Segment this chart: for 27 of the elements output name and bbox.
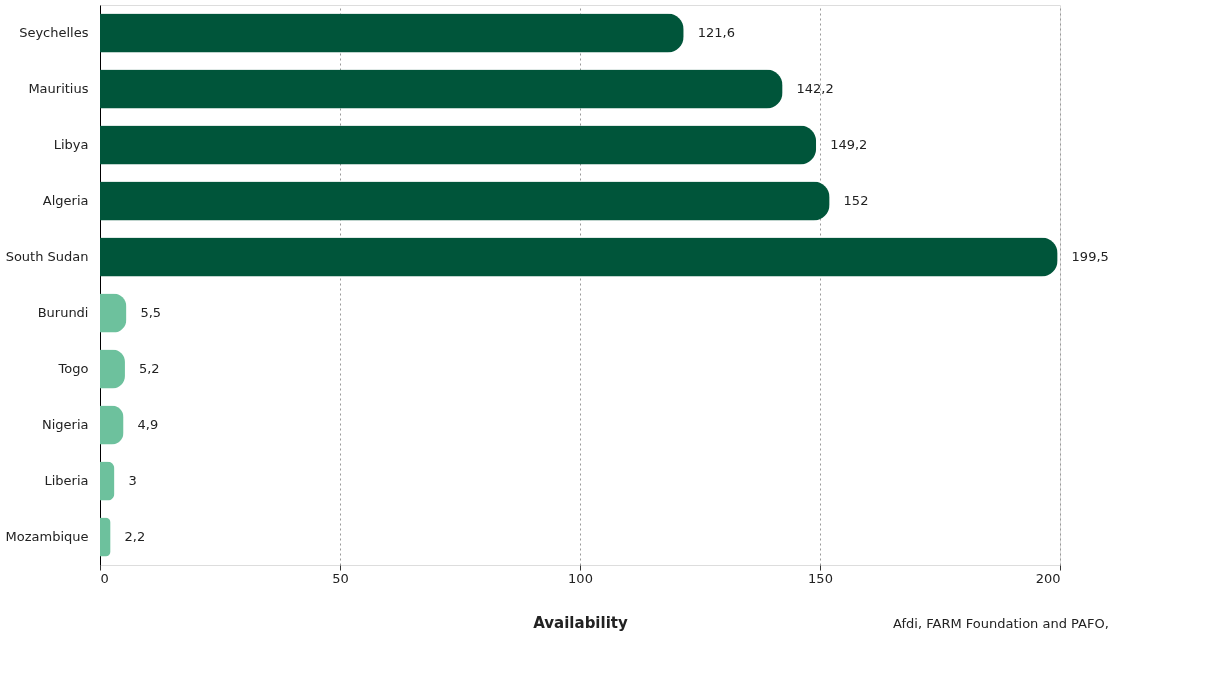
data-label: 5,2 <box>138 361 160 376</box>
data-label: 149,2 <box>830 137 868 152</box>
y-tick-label: Togo <box>57 361 89 376</box>
data-label: 5,5 <box>140 305 162 320</box>
text: Afdi, FARM Foundation and PAFO, <box>893 616 1109 631</box>
y-tick-label: Burundi <box>37 305 89 320</box>
data-label: 4,9 <box>137 417 159 432</box>
data-label: 3 <box>128 473 137 488</box>
x-tick-label: 50 <box>332 570 349 586</box>
y-tick-label: Mauritius <box>28 81 89 96</box>
y-tick-label: Mozambique <box>5 529 89 544</box>
y-tick-label: Nigeria <box>41 417 89 432</box>
data-label: 199,5 <box>1071 249 1109 264</box>
data-label: 152 <box>843 193 869 208</box>
y-tick-label: Algeria <box>42 193 89 208</box>
y-tick-label: Libya <box>53 137 89 152</box>
y-tick-label: Seychelles <box>19 25 89 40</box>
x-tick-label: 200 <box>1035 570 1061 586</box>
x-tick-label: 0 <box>100 570 109 586</box>
y-tick-label: South Sudan <box>5 249 89 264</box>
data-label: 2,2 <box>124 529 146 544</box>
y-tick-label: Liberia <box>44 473 89 488</box>
x-tick-label: 100 <box>568 570 593 586</box>
data-label: 121,6 <box>697 25 735 40</box>
x-tick-label: 150 <box>808 570 833 586</box>
x-axis-title: Availability <box>533 613 628 632</box>
data-label: 142,2 <box>796 81 834 96</box>
